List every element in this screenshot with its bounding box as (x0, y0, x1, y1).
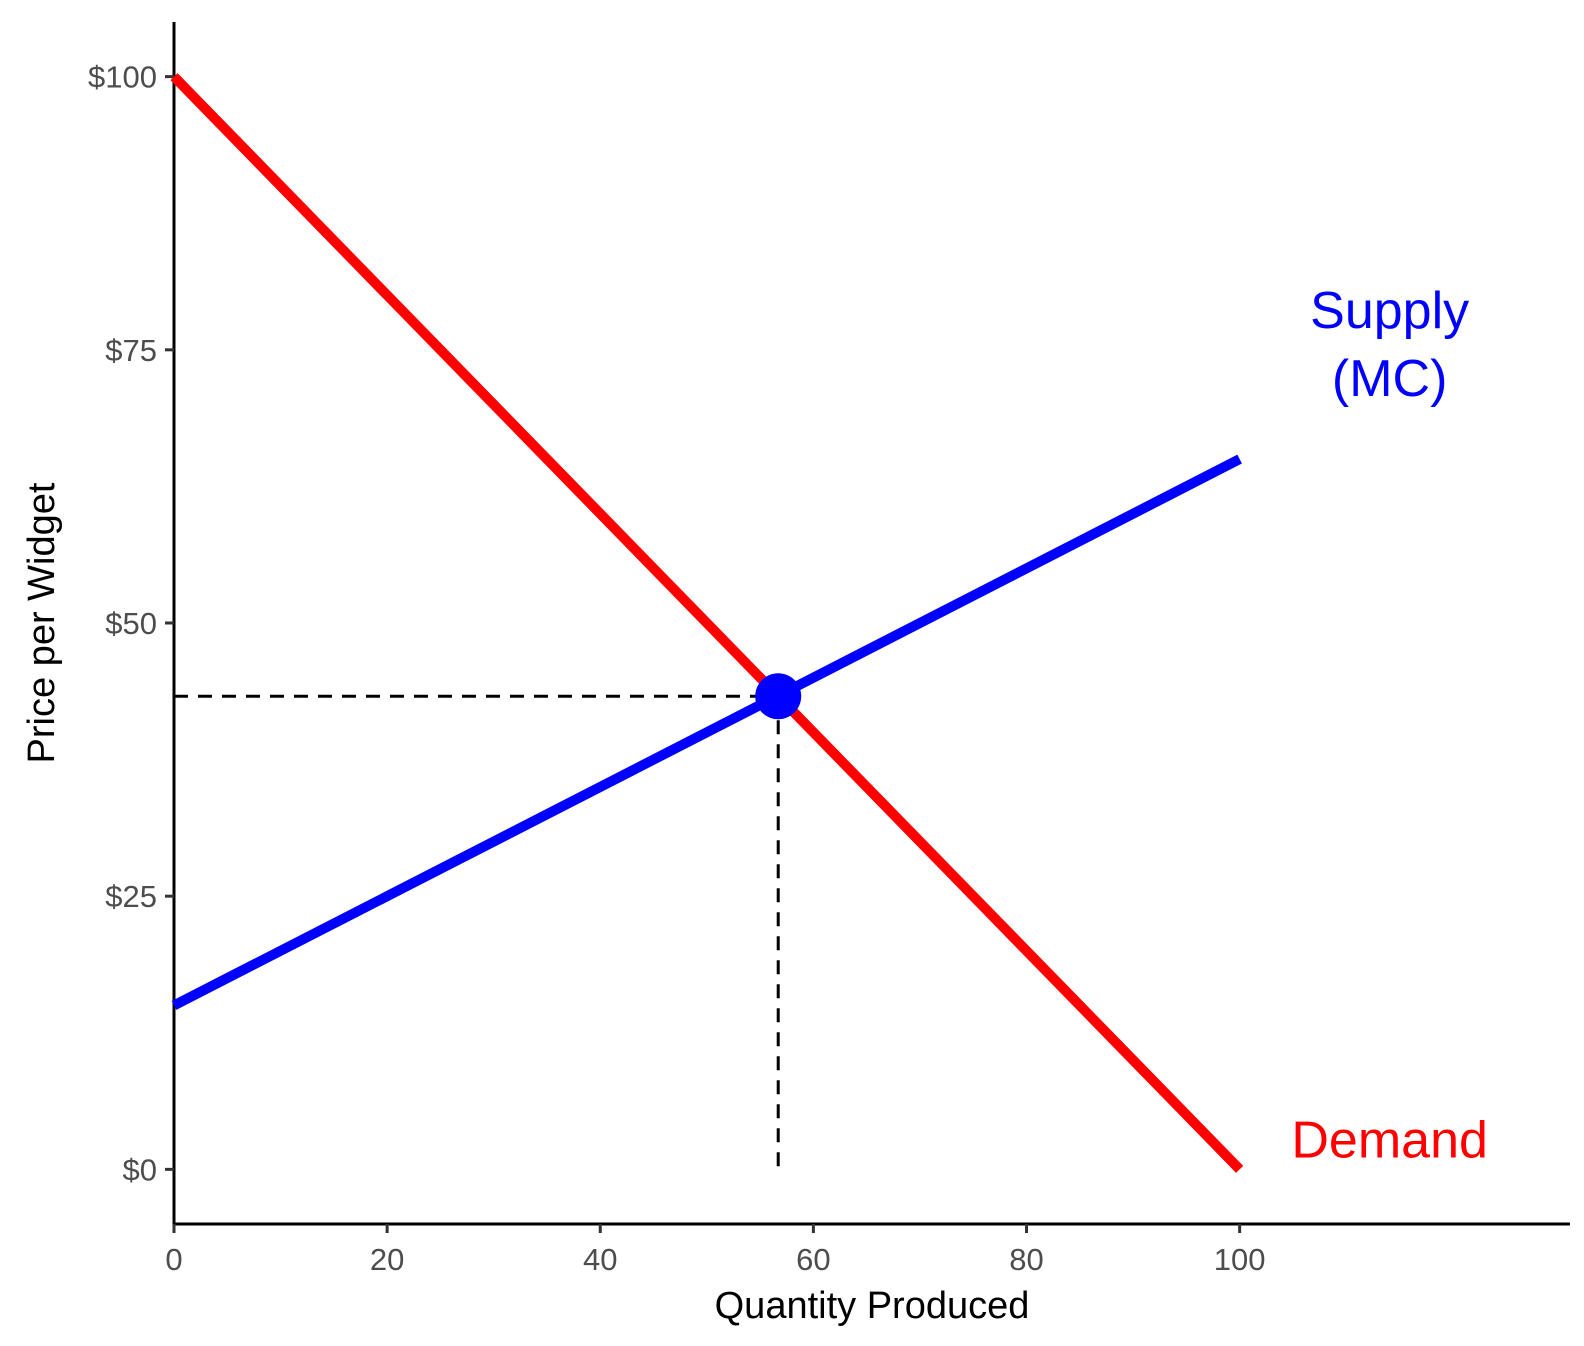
equilibrium-guides (174, 694, 780, 1170)
y-tick-label: $25 (105, 879, 157, 914)
equilibrium-marker (755, 673, 802, 720)
y-axis-title: Price per Widget (21, 482, 63, 763)
equilibrium-point (755, 673, 802, 720)
x-tick-label: 100 (1214, 1242, 1266, 1277)
y-tick-label: $50 (105, 606, 157, 641)
x-tick-label: 60 (796, 1242, 830, 1277)
series-lines (170, 73, 1244, 1173)
supply-mc-line (171, 454, 1242, 1010)
x-tick-label: 40 (583, 1242, 617, 1277)
x-tick-label: 20 (370, 1242, 404, 1277)
y-axis-ticks: $0 $25 $50 $75 $100 (88, 60, 174, 1187)
y-tick-label: $100 (88, 60, 157, 95)
x-tick-label: 0 (165, 1242, 182, 1277)
y-tick-label: $0 (123, 1152, 157, 1187)
y-tick-label: $75 (105, 333, 157, 368)
x-tick-label: 80 (1009, 1242, 1043, 1277)
x-axis-title: Quantity Produced (715, 1285, 1030, 1327)
x-axis-ticks: 0 20 40 60 80 100 (165, 1224, 1266, 1277)
supply-mc-label: Supply (1310, 282, 1469, 340)
demand-label: Demand (1291, 1111, 1488, 1169)
series-labels: Demand Supply (MC) (1291, 282, 1488, 1169)
supply-mc-label: (MC) (1332, 350, 1448, 408)
demand-line (170, 73, 1244, 1173)
